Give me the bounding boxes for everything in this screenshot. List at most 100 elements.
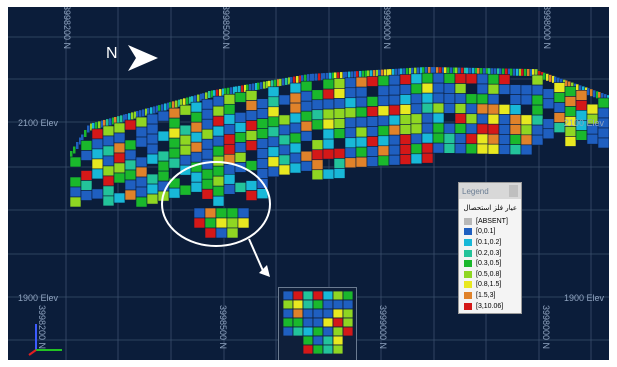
surface-block [373,70,376,78]
legend-item: [0.3,0.5] [459,258,521,269]
surface-block [167,102,170,110]
surface-block [356,71,359,79]
block-cell [289,162,302,174]
surface-block [172,101,175,109]
block-cell [487,93,500,105]
block-cell [245,100,258,111]
surface-block [497,68,500,76]
block-cell [476,113,489,125]
block-cell [190,131,203,143]
block-cell [322,108,335,120]
block-cell [498,144,511,155]
block-cell [212,135,225,147]
surface-block [307,74,310,82]
block-cell [399,114,412,125]
surface-block [139,110,142,118]
block-cell [226,227,239,239]
surface-block [296,76,299,84]
block-cell [212,195,225,207]
block-cell [311,119,324,131]
surface-block [378,69,381,77]
inset-block [332,299,344,310]
block-cell [597,137,609,149]
block-cell [498,114,511,125]
block-cell [300,150,313,162]
block-cell [267,136,280,148]
surface-block [593,90,596,98]
surface-block [370,70,373,78]
block-cell [102,185,115,197]
legend-header[interactable]: Legend [459,183,521,199]
block-cell [564,136,577,147]
surface-block [422,67,425,75]
surface-block [216,89,219,97]
block-cell [278,114,291,126]
block-cell [355,156,368,168]
surface-block [598,92,601,99]
surface-block [249,84,252,92]
block-cell [201,118,214,130]
surface-block [150,107,153,115]
surface-block [98,121,101,129]
block-cell [212,165,225,177]
legend-label: [ABSENT] [476,217,508,225]
block-cell [237,217,250,229]
block-cell [135,126,148,138]
surface-block [337,72,340,80]
block-cell [421,92,434,104]
surface-block [114,116,117,124]
3d-viewport[interactable]: 3998200 N 3998500 N 3999000 N 3998000 N … [8,7,609,360]
surface-block [499,68,502,76]
block-cell [201,128,214,140]
block-cell [223,173,236,185]
block-cell [553,102,566,113]
surface-block [109,118,112,126]
block-cell [366,146,379,157]
legend-item: [0.8,1.5] [459,280,521,291]
surface-block [84,130,87,137]
block-cell [498,134,511,145]
block-cell [135,156,148,168]
block-cell [399,104,412,115]
block-cell [366,76,379,87]
elevation-label: 2100 Elev [564,118,605,128]
surface-block [222,88,225,96]
legend-panel[interactable]: Legend عیار فلز استحصال [ABSENT] [0,0.1] [… [458,182,522,315]
block-cell [388,154,401,166]
block-cell [267,146,280,158]
surface-block [244,84,247,92]
block-cell [377,125,390,137]
block-cell [443,123,456,134]
legend-item: [0,0.1] [459,227,521,238]
surface-block [147,108,150,116]
inset-block [312,308,324,319]
legend-swatch [464,281,472,289]
surface-block [153,106,156,114]
block-cell [245,110,258,121]
block-cell [146,173,159,185]
block-cell [531,104,544,116]
block-cell [344,97,357,109]
surface-block [266,81,269,89]
block-cell [509,84,522,95]
legend-item: [ABSENT] [459,216,521,227]
block-cell [520,84,533,96]
surface-block [400,68,403,76]
block-cell [234,182,247,193]
legend-field-name: عیار فلز استحصال [463,204,517,212]
legend-swatch [464,238,472,246]
block-model-scene [8,7,609,360]
axis-triad-icon [28,324,62,356]
block-cell [245,190,258,201]
surface-block [411,67,414,75]
zoom-callout [161,161,271,277]
surface-block [301,75,304,83]
legend-collapse-icon[interactable] [509,185,518,197]
legend-label: [0.5,0.8] [476,270,502,278]
surface-block [134,111,137,119]
legend-item: [0.5,0.8] [459,269,521,280]
block-cell [333,128,346,139]
surface-block [125,114,128,122]
block-cell [575,90,588,101]
block-cell [509,134,522,145]
